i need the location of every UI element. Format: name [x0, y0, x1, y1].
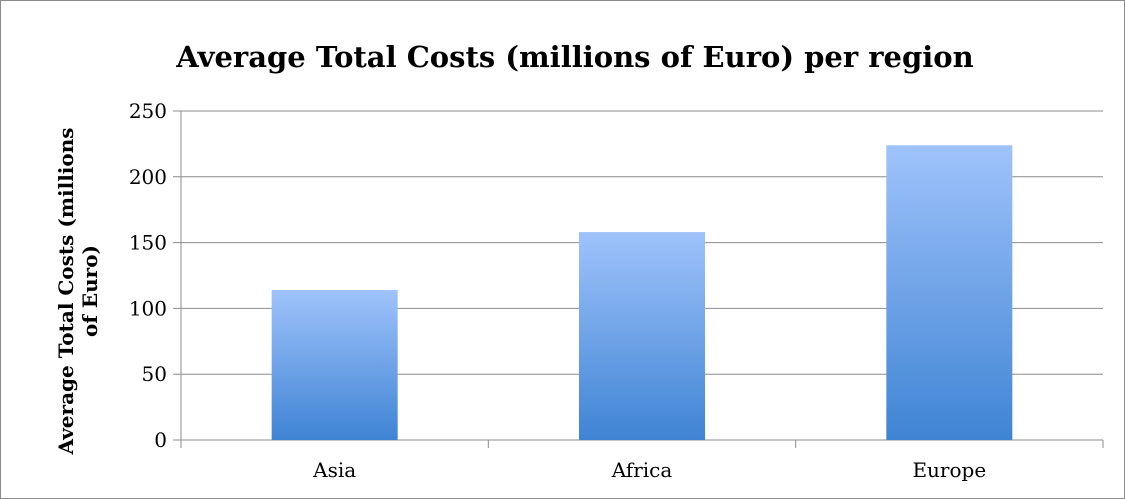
x-tick-label: Asia	[312, 458, 356, 482]
y-axis-label-line-2: of Euro)	[78, 245, 102, 337]
y-tick-labels: 0 50 100 150 200 250	[129, 99, 167, 452]
bar-asia	[271, 289, 398, 440]
y-tick-label: 100	[129, 296, 167, 320]
y-tick-label: 0	[154, 428, 167, 452]
bar-europe	[886, 145, 1013, 440]
x-tick-label: Europe	[912, 458, 986, 482]
x-tick-labels: Asia Africa Europe	[312, 458, 986, 482]
y-tick-label: 250	[129, 99, 167, 123]
bar-africa	[578, 232, 706, 440]
chart-title: Average Total Costs (millions of Euro) p…	[175, 40, 973, 74]
bars	[271, 145, 1013, 440]
y-tick-label: 150	[129, 231, 167, 255]
x-tick-label: Africa	[611, 458, 673, 482]
y-axis-label: Average Total Costs (millions of Euro)	[54, 127, 102, 455]
y-tick-label: 200	[129, 165, 167, 189]
y-tick-label: 50	[142, 362, 167, 386]
y-axis-label-line-1: Average Total Costs (millions	[54, 127, 78, 455]
